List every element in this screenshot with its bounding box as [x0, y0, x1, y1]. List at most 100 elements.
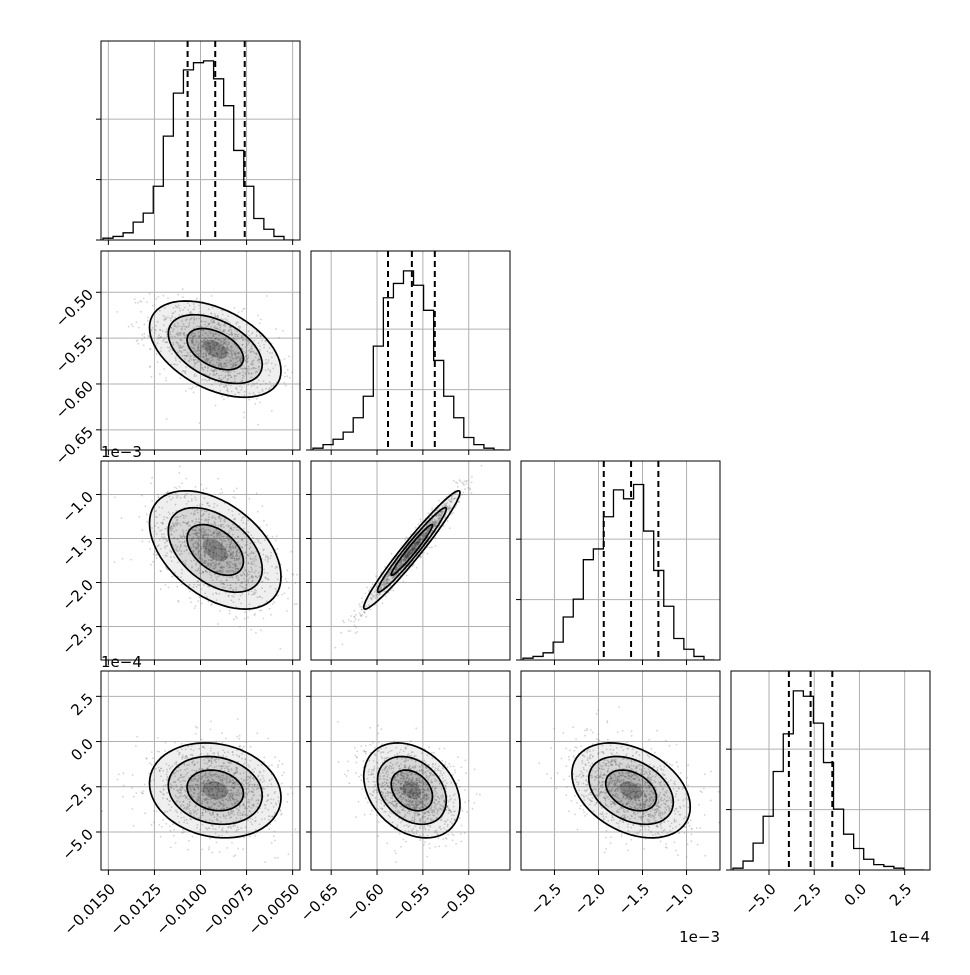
sample-point [123, 772, 125, 774]
sample-point [242, 748, 244, 750]
sample-point [169, 825, 171, 827]
sample-point [276, 535, 278, 537]
sample-point [225, 738, 227, 740]
sample-point [268, 828, 270, 830]
sample-point [342, 620, 344, 622]
sample-point [141, 495, 143, 497]
sample-point [255, 632, 257, 634]
sample-point [221, 396, 223, 398]
sample-point [280, 810, 282, 812]
sample-point [350, 615, 352, 617]
sample-point [315, 579, 317, 581]
sample-point [334, 647, 336, 649]
sample-point [243, 837, 245, 839]
sample-point [133, 796, 135, 798]
sample-point [131, 787, 133, 789]
panel-content [88, 251, 310, 450]
sample-point [261, 610, 263, 612]
sample-point [284, 376, 286, 378]
sample-point [226, 847, 228, 849]
sample-point [132, 774, 134, 776]
sample-point [123, 785, 125, 787]
sample-point [235, 854, 237, 856]
sample-point [143, 790, 145, 792]
panel-2-1 [306, 461, 510, 665]
sample-point [243, 412, 245, 414]
sample-point [248, 498, 250, 500]
sample-point [158, 751, 160, 753]
sample-point [150, 564, 152, 566]
panel-content [101, 461, 330, 660]
sample-point [420, 519, 422, 521]
sample-point [164, 584, 166, 586]
sample-point [355, 626, 357, 628]
sample-point [286, 801, 288, 803]
sample-point [128, 326, 130, 328]
sample-point [192, 836, 194, 838]
sample-point [149, 548, 151, 550]
sample-point [289, 377, 291, 379]
sample-point [263, 618, 265, 620]
sample-point [174, 487, 176, 489]
sample-point [291, 551, 293, 553]
sample-point [259, 322, 261, 324]
sample-point [260, 319, 262, 321]
sample-point [249, 610, 251, 612]
sample-point [274, 840, 276, 842]
sample-point [295, 828, 297, 830]
sample-point [420, 521, 422, 523]
sample-point [348, 619, 350, 621]
sample-point [174, 742, 176, 744]
sample-point [176, 488, 178, 490]
sample-point [114, 497, 116, 499]
sample-point [281, 594, 283, 596]
sample-point [219, 610, 221, 612]
sample-point [191, 388, 193, 390]
sample-point [156, 557, 158, 559]
sample-point [275, 540, 277, 542]
sample-point [304, 588, 306, 590]
sample-point [302, 400, 304, 402]
sample-point [354, 625, 356, 627]
sample-point [117, 779, 119, 781]
sample-point [350, 621, 352, 623]
sample-point [237, 848, 239, 850]
sample-point [342, 644, 344, 646]
sample-point [348, 630, 350, 632]
sample-point [271, 842, 273, 844]
sample-point [141, 529, 143, 531]
sample-point [135, 745, 137, 747]
sample-point [101, 810, 103, 812]
sample-point [465, 483, 467, 485]
sample-point [340, 632, 342, 634]
sample-point [239, 735, 241, 737]
sample-point [135, 302, 137, 304]
histogram-1 [313, 271, 504, 450]
panel-content [101, 671, 319, 870]
sample-point [362, 614, 364, 616]
sample-point [116, 311, 118, 313]
sample-point [471, 476, 473, 478]
sample-point [267, 535, 269, 537]
sample-point [236, 617, 238, 619]
sample-point [361, 606, 363, 608]
sample-point [159, 373, 161, 375]
sample-point [180, 377, 182, 379]
sample-point [274, 820, 276, 822]
sample-point [287, 793, 289, 795]
sample-point [279, 648, 281, 650]
sample-point [222, 491, 224, 493]
sample-point [257, 511, 259, 513]
sample-point [196, 298, 198, 300]
sample-point [145, 506, 147, 508]
sample-point [232, 496, 234, 498]
sample-point [220, 488, 222, 490]
sample-point [287, 598, 289, 600]
sample-point [190, 601, 192, 603]
sample-point [266, 295, 268, 297]
sample-point [163, 368, 165, 370]
sample-point [203, 489, 205, 491]
sample-point [283, 772, 285, 774]
sample-point [195, 733, 197, 735]
